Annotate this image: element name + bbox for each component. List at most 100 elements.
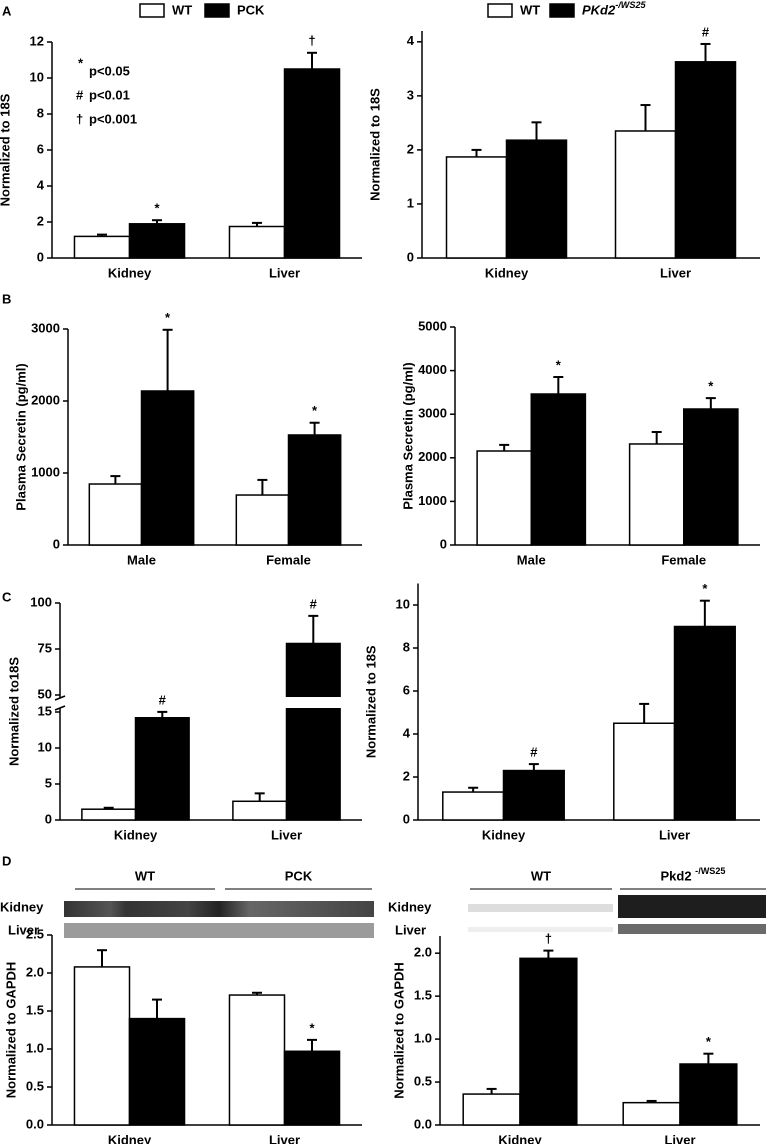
y-tick-label: 3000 <box>418 406 447 421</box>
y-tick-label: 0 <box>403 811 410 826</box>
note-text: p<0.001 <box>89 111 137 126</box>
y-tick-label: 0.5 <box>26 1078 44 1093</box>
y-tick-label: 1 <box>407 195 414 210</box>
blot-right <box>468 895 766 934</box>
bar <box>502 769 565 821</box>
bar <box>462 1093 521 1126</box>
bar <box>232 800 288 821</box>
y-tick-label: 1000 <box>418 493 447 508</box>
x-tick-label: Male <box>517 552 546 567</box>
bar <box>283 1050 341 1126</box>
y-tick-label: 4 <box>407 33 415 48</box>
y-axis-label: Plasma Secretin (pg/ml) <box>13 363 28 510</box>
y-tick-label: 0 <box>37 249 44 264</box>
significance-marker: * <box>556 357 562 372</box>
blot-row-label: Liver <box>395 922 426 937</box>
legend-label: PKd2-/WS25 <box>582 0 646 17</box>
bar <box>476 450 532 546</box>
legend-label: PCK <box>237 2 265 17</box>
x-tick-label: Female <box>266 552 311 567</box>
blot-group-label: Pkd2 -/WS25 <box>660 866 725 883</box>
y-tick-label: 5000 <box>418 318 447 333</box>
y-tick-label: 0.5 <box>414 1073 432 1088</box>
note-symbol: * <box>78 55 84 70</box>
bar <box>235 494 290 546</box>
x-tick-label: Kidney <box>482 827 526 842</box>
bar <box>81 808 137 821</box>
bar <box>679 1063 738 1126</box>
y-tick-label: 1.0 <box>414 1031 432 1046</box>
y-tick-label: 2 <box>403 768 410 783</box>
panel-label: C <box>2 589 12 604</box>
y-tick-label: 12 <box>30 33 44 48</box>
blot-row-label: Kidney <box>388 899 432 914</box>
axis-break <box>54 705 66 711</box>
x-tick-label: Liver <box>269 1132 300 1144</box>
bar <box>505 139 568 259</box>
note-symbol: † <box>76 111 83 126</box>
significance-marker: * <box>154 201 160 216</box>
y-axis-label: Normalized to 18S <box>0 93 12 206</box>
y-axis-label: Normalized to GAPDH <box>3 962 18 1099</box>
bar <box>228 994 286 1126</box>
legend-label: WT <box>172 2 192 17</box>
y-tick-label: 8 <box>403 639 410 654</box>
bar <box>673 625 736 821</box>
y-tick-label: 1.5 <box>414 988 432 1003</box>
x-tick-label: Kidney <box>485 265 529 280</box>
bar <box>519 957 578 1126</box>
bar <box>73 235 131 259</box>
y-tick-label: 100 <box>30 594 52 609</box>
bar <box>283 68 341 259</box>
significance-marker: † <box>545 931 552 946</box>
significance-marker: # <box>159 692 167 707</box>
y-axis-label: Normalized to GAPDH <box>391 962 406 1099</box>
significance-marker: # <box>530 745 538 760</box>
bar-break <box>284 697 343 708</box>
y-tick-label: 2.5 <box>26 926 44 941</box>
y-tick-label: 2000 <box>31 392 60 407</box>
y-axis-label: Normalized to18S <box>6 657 21 766</box>
y-tick-label: 6 <box>37 141 44 156</box>
legend-label: WT <box>520 2 540 17</box>
y-tick-label: 0.0 <box>26 1116 44 1131</box>
x-tick-label: Liver <box>659 827 690 842</box>
y-tick-label: 0 <box>53 536 60 551</box>
y-tick-label: 75 <box>38 640 52 655</box>
blot-left <box>64 901 374 938</box>
x-tick-label: Male <box>127 552 156 567</box>
y-tick-label: 2000 <box>418 449 447 464</box>
legend-swatch <box>549 3 575 18</box>
y-tick-label: 2.0 <box>26 964 44 979</box>
x-tick-label: Liver <box>271 827 302 842</box>
x-tick-label: Kidney <box>498 1132 542 1144</box>
blot-group-label: WT <box>531 868 551 883</box>
bar <box>128 1017 186 1126</box>
note-text: p<0.01 <box>89 87 130 102</box>
significance-marker: * <box>702 581 708 596</box>
y-tick-label: 3 <box>407 87 414 102</box>
legend-swatch <box>487 3 513 18</box>
y-tick-label: 0 <box>407 249 414 264</box>
y-tick-label: 4 <box>403 725 411 740</box>
y-tick-label: 4000 <box>418 362 447 377</box>
y-axis-label: Normalized to 18S <box>367 88 382 201</box>
significance-marker: * <box>312 403 318 418</box>
y-axis-label: Plasma Secretin (pg/ml) <box>400 362 415 509</box>
blot-group-label: WT <box>135 868 155 883</box>
bar <box>228 225 286 259</box>
note-symbol: # <box>76 87 84 102</box>
blot-row-label: Liver <box>8 922 39 937</box>
y-tick-label: 10 <box>38 739 52 754</box>
bar <box>683 408 739 546</box>
bar <box>285 642 341 821</box>
panel-label: D <box>2 853 11 868</box>
bar <box>287 434 342 546</box>
y-tick-label: 8 <box>37 105 44 120</box>
significance-marker: * <box>706 1034 712 1049</box>
legend-swatch <box>139 3 165 18</box>
x-tick-label: Liver <box>269 265 300 280</box>
y-tick-label: 2.0 <box>414 945 432 960</box>
panel-label: B <box>2 291 11 306</box>
axis-break <box>54 695 66 701</box>
